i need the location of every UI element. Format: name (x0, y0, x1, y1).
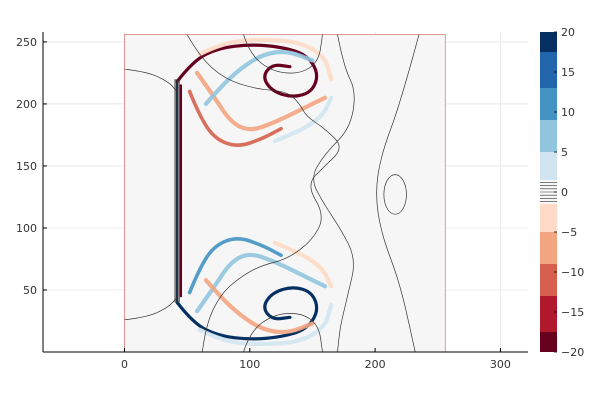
colorbar: −20 −15 −10 −5 0 5 10 15 20 (540, 26, 584, 359)
y-tick-label: 200 (16, 98, 37, 111)
colorbar-bin (540, 32, 557, 52)
colorbar-tick-label: 5 (561, 146, 568, 159)
plot-area (124, 34, 446, 353)
upper-vortex-band (187, 89, 283, 147)
colorbar-bin (540, 152, 557, 180)
colorbar-tick-label: −15 (561, 306, 584, 319)
y-tick-label: 250 (16, 36, 37, 49)
streamline-contour (376, 34, 420, 352)
x-tick-label: 100 (239, 358, 260, 371)
streamline-contour (243, 313, 323, 352)
colorbar-bin (540, 264, 557, 296)
colorbar-bin (540, 332, 557, 352)
x-tick-label: 0 (121, 358, 128, 371)
x-tick-label: 200 (365, 358, 386, 371)
upper-vortex-band (272, 95, 334, 144)
lower-vortex-band (272, 240, 334, 289)
colorbar-tick-label: 10 (561, 106, 575, 119)
streamline-contour (243, 34, 323, 74)
streamline-contour (124, 68, 178, 92)
colorbar-bin (540, 232, 557, 264)
closed-contour (383, 174, 407, 215)
colorbar-tick-label: 0 (561, 186, 568, 199)
lower-vortex-band (195, 252, 328, 314)
colorbar-tick-label: 20 (561, 26, 575, 39)
colorbar-bin (540, 120, 557, 152)
streamline-contour (124, 297, 178, 321)
lower-vortex-band (197, 302, 334, 347)
x-tick-label: 300 (490, 358, 511, 371)
upper-vortex-band (203, 49, 315, 106)
lower-vortex-band (187, 237, 283, 295)
colorbar-tick-label: −20 (561, 346, 584, 359)
y-tick-label: 50 (23, 284, 37, 297)
colorbar-bin (540, 204, 557, 232)
colorbar-bin (540, 296, 557, 332)
upper-vortex-band (197, 37, 334, 82)
streamline-contour (186, 34, 340, 352)
lower-vortex-band (203, 278, 315, 335)
upper-vortex-band (175, 43, 319, 98)
axes: 0 100 200 300 50 100 150 200 250 (16, 32, 528, 371)
colorbar-tick-label: 15 (561, 66, 575, 79)
streamline-contour (313, 34, 355, 352)
colorbar-bin (540, 88, 557, 120)
lower-vortex-band (175, 286, 319, 341)
field-content (124, 34, 420, 352)
colorbar-tick-label: −10 (561, 266, 584, 279)
colorbar-tick-label: −5 (561, 226, 577, 239)
field-frame (124, 34, 446, 353)
colorbar-bin (540, 52, 557, 88)
y-tick-label: 100 (16, 222, 37, 235)
y-tick-label: 150 (16, 160, 37, 173)
upper-vortex-band (195, 70, 328, 132)
